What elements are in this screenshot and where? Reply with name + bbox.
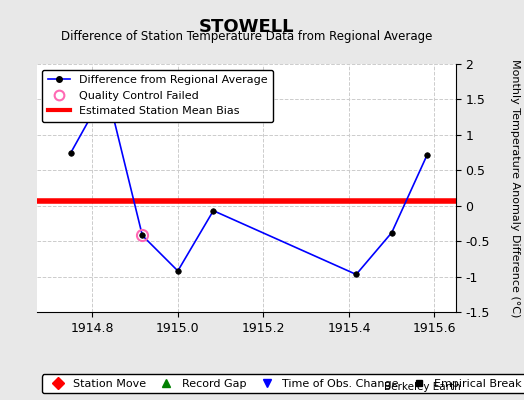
- Text: Difference of Station Temperature Data from Regional Average: Difference of Station Temperature Data f…: [61, 30, 432, 43]
- Legend: Station Move, Record Gap, Time of Obs. Change, Empirical Break: Station Move, Record Gap, Time of Obs. C…: [42, 374, 524, 393]
- Text: Berkeley Earth: Berkeley Earth: [385, 382, 461, 392]
- Y-axis label: Monthly Temperature Anomaly Difference (°C): Monthly Temperature Anomaly Difference (…: [509, 59, 520, 317]
- Text: STOWELL: STOWELL: [199, 18, 294, 36]
